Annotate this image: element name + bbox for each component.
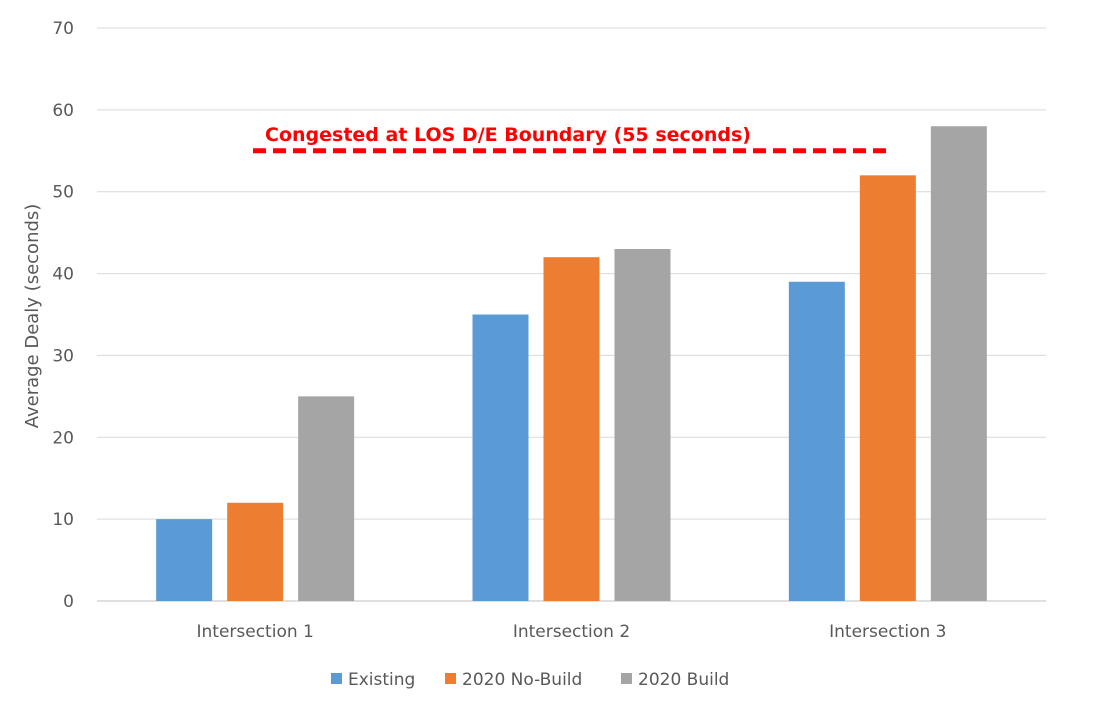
- bar: [156, 519, 213, 601]
- bar: [614, 249, 671, 601]
- legend-label: 2020 No-Build: [462, 670, 582, 690]
- x-tick-label: Intersection 1: [196, 622, 313, 642]
- bar: [543, 257, 600, 601]
- y-tick-label: 40: [52, 265, 74, 285]
- x-tick-label: Intersection 3: [829, 622, 946, 642]
- x-tick-label: Intersection 2: [513, 622, 630, 642]
- y-tick-label: 20: [52, 428, 74, 448]
- y-tick-label: 60: [52, 101, 74, 121]
- x-axis-labels: Intersection 1 Intersection 2 Intersection…: [196, 622, 946, 642]
- bar: [930, 126, 987, 601]
- bars: [156, 126, 987, 602]
- legend-label: Existing: [348, 670, 415, 690]
- legend: Existing 2020 No-Build 2020 Build: [331, 670, 729, 690]
- y-axis-ticks: 0 10 20 30 40 50 60 70: [52, 19, 74, 612]
- threshold-label: Congested at LOS D/E Boundary (55 second…: [265, 124, 751, 146]
- y-tick-label: 50: [52, 183, 74, 203]
- bar: [859, 175, 916, 602]
- legend-swatch: [445, 673, 456, 684]
- bar: [227, 502, 284, 601]
- bar: [788, 281, 845, 601]
- y-tick-label: 30: [52, 346, 74, 366]
- y-tick-label: 70: [52, 19, 74, 39]
- y-axis-title: Average Dealy (seconds): [22, 204, 43, 429]
- legend-swatch: [331, 673, 342, 684]
- y-tick-label: 10: [52, 510, 74, 530]
- legend-swatch: [621, 673, 632, 684]
- legend-label: 2020 Build: [638, 670, 729, 690]
- y-tick-label: 0: [63, 592, 74, 612]
- bar: [298, 396, 355, 601]
- bar: [472, 314, 529, 601]
